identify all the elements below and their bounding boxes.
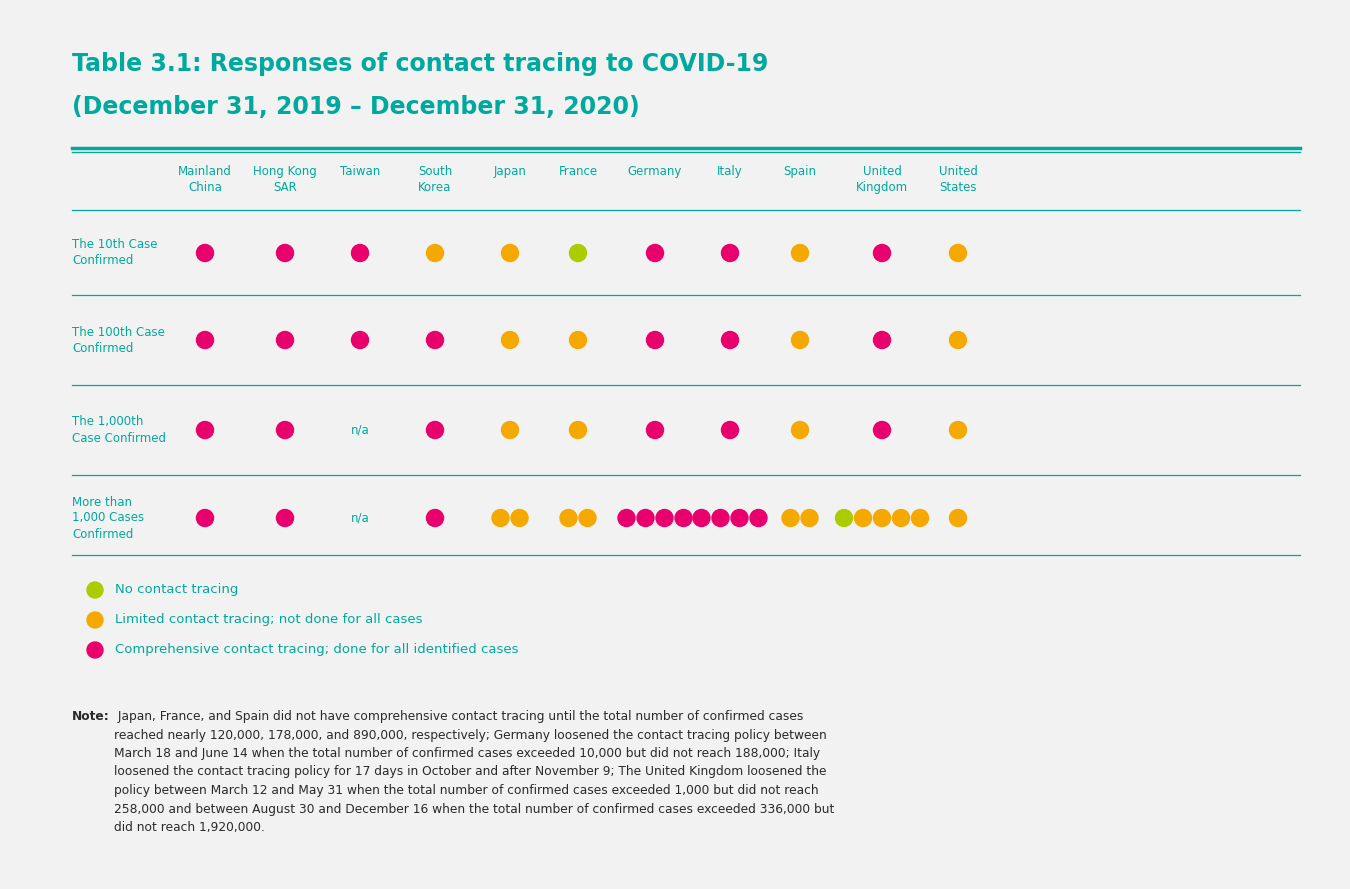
Circle shape	[949, 332, 967, 348]
Text: France: France	[559, 165, 598, 178]
Circle shape	[675, 509, 693, 526]
Circle shape	[647, 332, 663, 348]
Circle shape	[949, 509, 967, 526]
Circle shape	[570, 244, 586, 261]
Circle shape	[721, 421, 738, 438]
Circle shape	[197, 421, 213, 438]
Circle shape	[277, 421, 293, 438]
Text: United
States: United States	[938, 165, 977, 194]
Circle shape	[801, 509, 818, 526]
Circle shape	[711, 509, 729, 526]
Text: United
Kingdom: United Kingdom	[856, 165, 909, 194]
Circle shape	[86, 642, 103, 658]
Text: Note:: Note:	[72, 710, 109, 723]
Circle shape	[618, 509, 634, 526]
Circle shape	[570, 332, 586, 348]
Circle shape	[579, 509, 595, 526]
Circle shape	[637, 509, 653, 526]
Circle shape	[873, 244, 891, 261]
Circle shape	[277, 244, 293, 261]
Circle shape	[277, 332, 293, 348]
Text: The 10th Case
Confirmed: The 10th Case Confirmed	[72, 238, 158, 268]
Text: The 100th Case
Confirmed: The 100th Case Confirmed	[72, 325, 165, 355]
Text: Japan: Japan	[494, 165, 526, 178]
Circle shape	[86, 582, 103, 598]
Text: Comprehensive contact tracing; done for all identified cases: Comprehensive contact tracing; done for …	[115, 644, 518, 656]
Text: More than
1,000 Cases
Confirmed: More than 1,000 Cases Confirmed	[72, 495, 144, 541]
Circle shape	[501, 332, 518, 348]
Circle shape	[501, 244, 518, 261]
Circle shape	[427, 421, 444, 438]
Circle shape	[512, 509, 528, 526]
Text: n/a: n/a	[351, 423, 370, 436]
Circle shape	[197, 332, 213, 348]
Circle shape	[791, 244, 809, 261]
Text: South
Korea: South Korea	[418, 165, 452, 194]
Text: Mainland
China: Mainland China	[178, 165, 232, 194]
Circle shape	[197, 509, 213, 526]
Circle shape	[873, 509, 891, 526]
Circle shape	[86, 612, 103, 628]
Circle shape	[721, 332, 738, 348]
Text: The 1,000th
Case Confirmed: The 1,000th Case Confirmed	[72, 415, 166, 444]
Circle shape	[949, 421, 967, 438]
Circle shape	[949, 244, 967, 261]
Text: Japan, France, and Spain did not have comprehensive contact tracing until the to: Japan, France, and Spain did not have co…	[113, 710, 834, 834]
Circle shape	[873, 421, 891, 438]
Circle shape	[782, 509, 799, 526]
Circle shape	[570, 421, 586, 438]
Circle shape	[791, 332, 809, 348]
Circle shape	[911, 509, 929, 526]
Circle shape	[647, 244, 663, 261]
Circle shape	[351, 244, 369, 261]
Circle shape	[351, 332, 369, 348]
Circle shape	[693, 509, 710, 526]
Text: Hong Kong
SAR: Hong Kong SAR	[254, 165, 317, 194]
Circle shape	[791, 421, 809, 438]
Text: Limited contact tracing; not done for all cases: Limited contact tracing; not done for al…	[115, 613, 423, 627]
Circle shape	[277, 509, 293, 526]
Text: Taiwan: Taiwan	[340, 165, 381, 178]
Circle shape	[751, 509, 767, 526]
Circle shape	[491, 509, 509, 526]
Text: Italy: Italy	[717, 165, 742, 178]
Circle shape	[647, 421, 663, 438]
Circle shape	[730, 509, 748, 526]
Circle shape	[197, 244, 213, 261]
Circle shape	[892, 509, 910, 526]
Circle shape	[855, 509, 872, 526]
Text: (December 31, 2019 – December 31, 2020): (December 31, 2019 – December 31, 2020)	[72, 95, 640, 119]
Text: n/a: n/a	[351, 511, 370, 525]
Circle shape	[427, 509, 444, 526]
Circle shape	[721, 244, 738, 261]
Text: Table 3.1: Responses of contact tracing to COVID-19: Table 3.1: Responses of contact tracing …	[72, 52, 768, 76]
Text: Spain: Spain	[783, 165, 817, 178]
Circle shape	[560, 509, 576, 526]
Text: Germany: Germany	[628, 165, 682, 178]
Circle shape	[656, 509, 674, 526]
Circle shape	[501, 421, 518, 438]
Circle shape	[427, 244, 444, 261]
Text: No contact tracing: No contact tracing	[115, 583, 239, 597]
Circle shape	[836, 509, 852, 526]
Circle shape	[873, 332, 891, 348]
Circle shape	[427, 332, 444, 348]
